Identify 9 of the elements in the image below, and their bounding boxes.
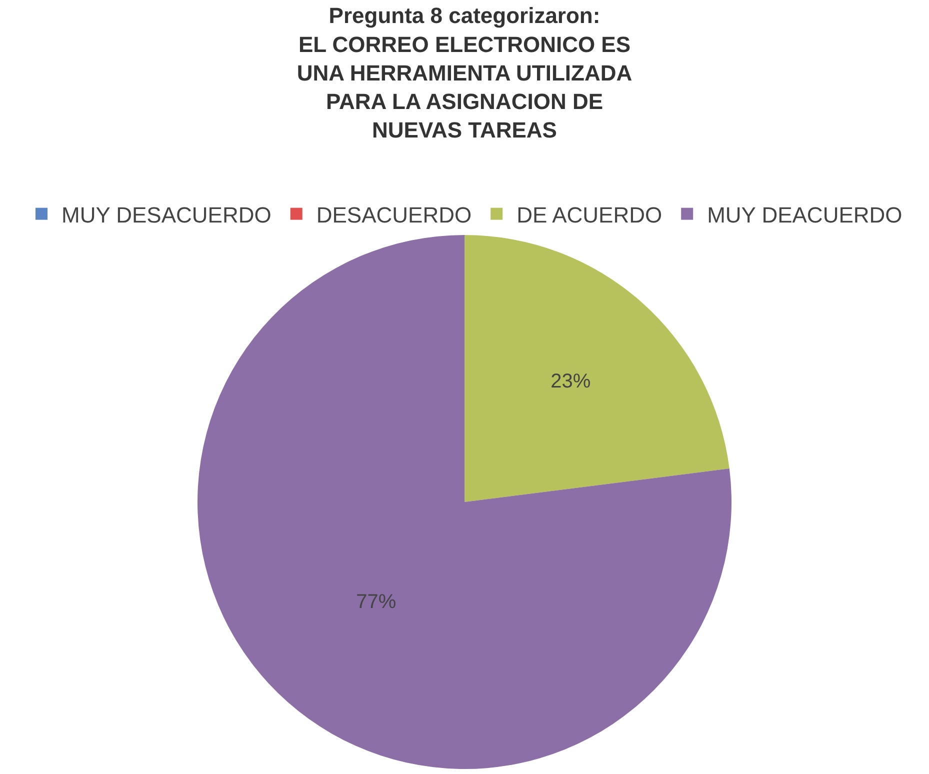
legend-label: DESACUERDO	[316, 202, 472, 228]
data-label: 77%	[356, 591, 396, 614]
pie-slice	[198, 235, 732, 769]
data-label: 23%	[550, 370, 591, 392]
chart-title: Pregunta 8 categorizaron: EL CORREO ELECTRONICO ES UNA HERRAMIENTA UTILIZADA PARA LA ASIGNACION DE NUEVAS TAREAS	[296, 3, 632, 143]
legend-label: MUY DEACUERDO	[707, 202, 902, 228]
legend-label: MUY DESACUERDO	[62, 202, 272, 228]
pie-slice	[464, 235, 730, 502]
legend-label: DE ACUERDO	[516, 202, 662, 228]
